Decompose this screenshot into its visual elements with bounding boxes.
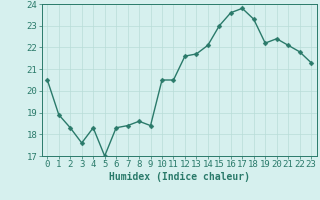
X-axis label: Humidex (Indice chaleur): Humidex (Indice chaleur) xyxy=(109,172,250,182)
